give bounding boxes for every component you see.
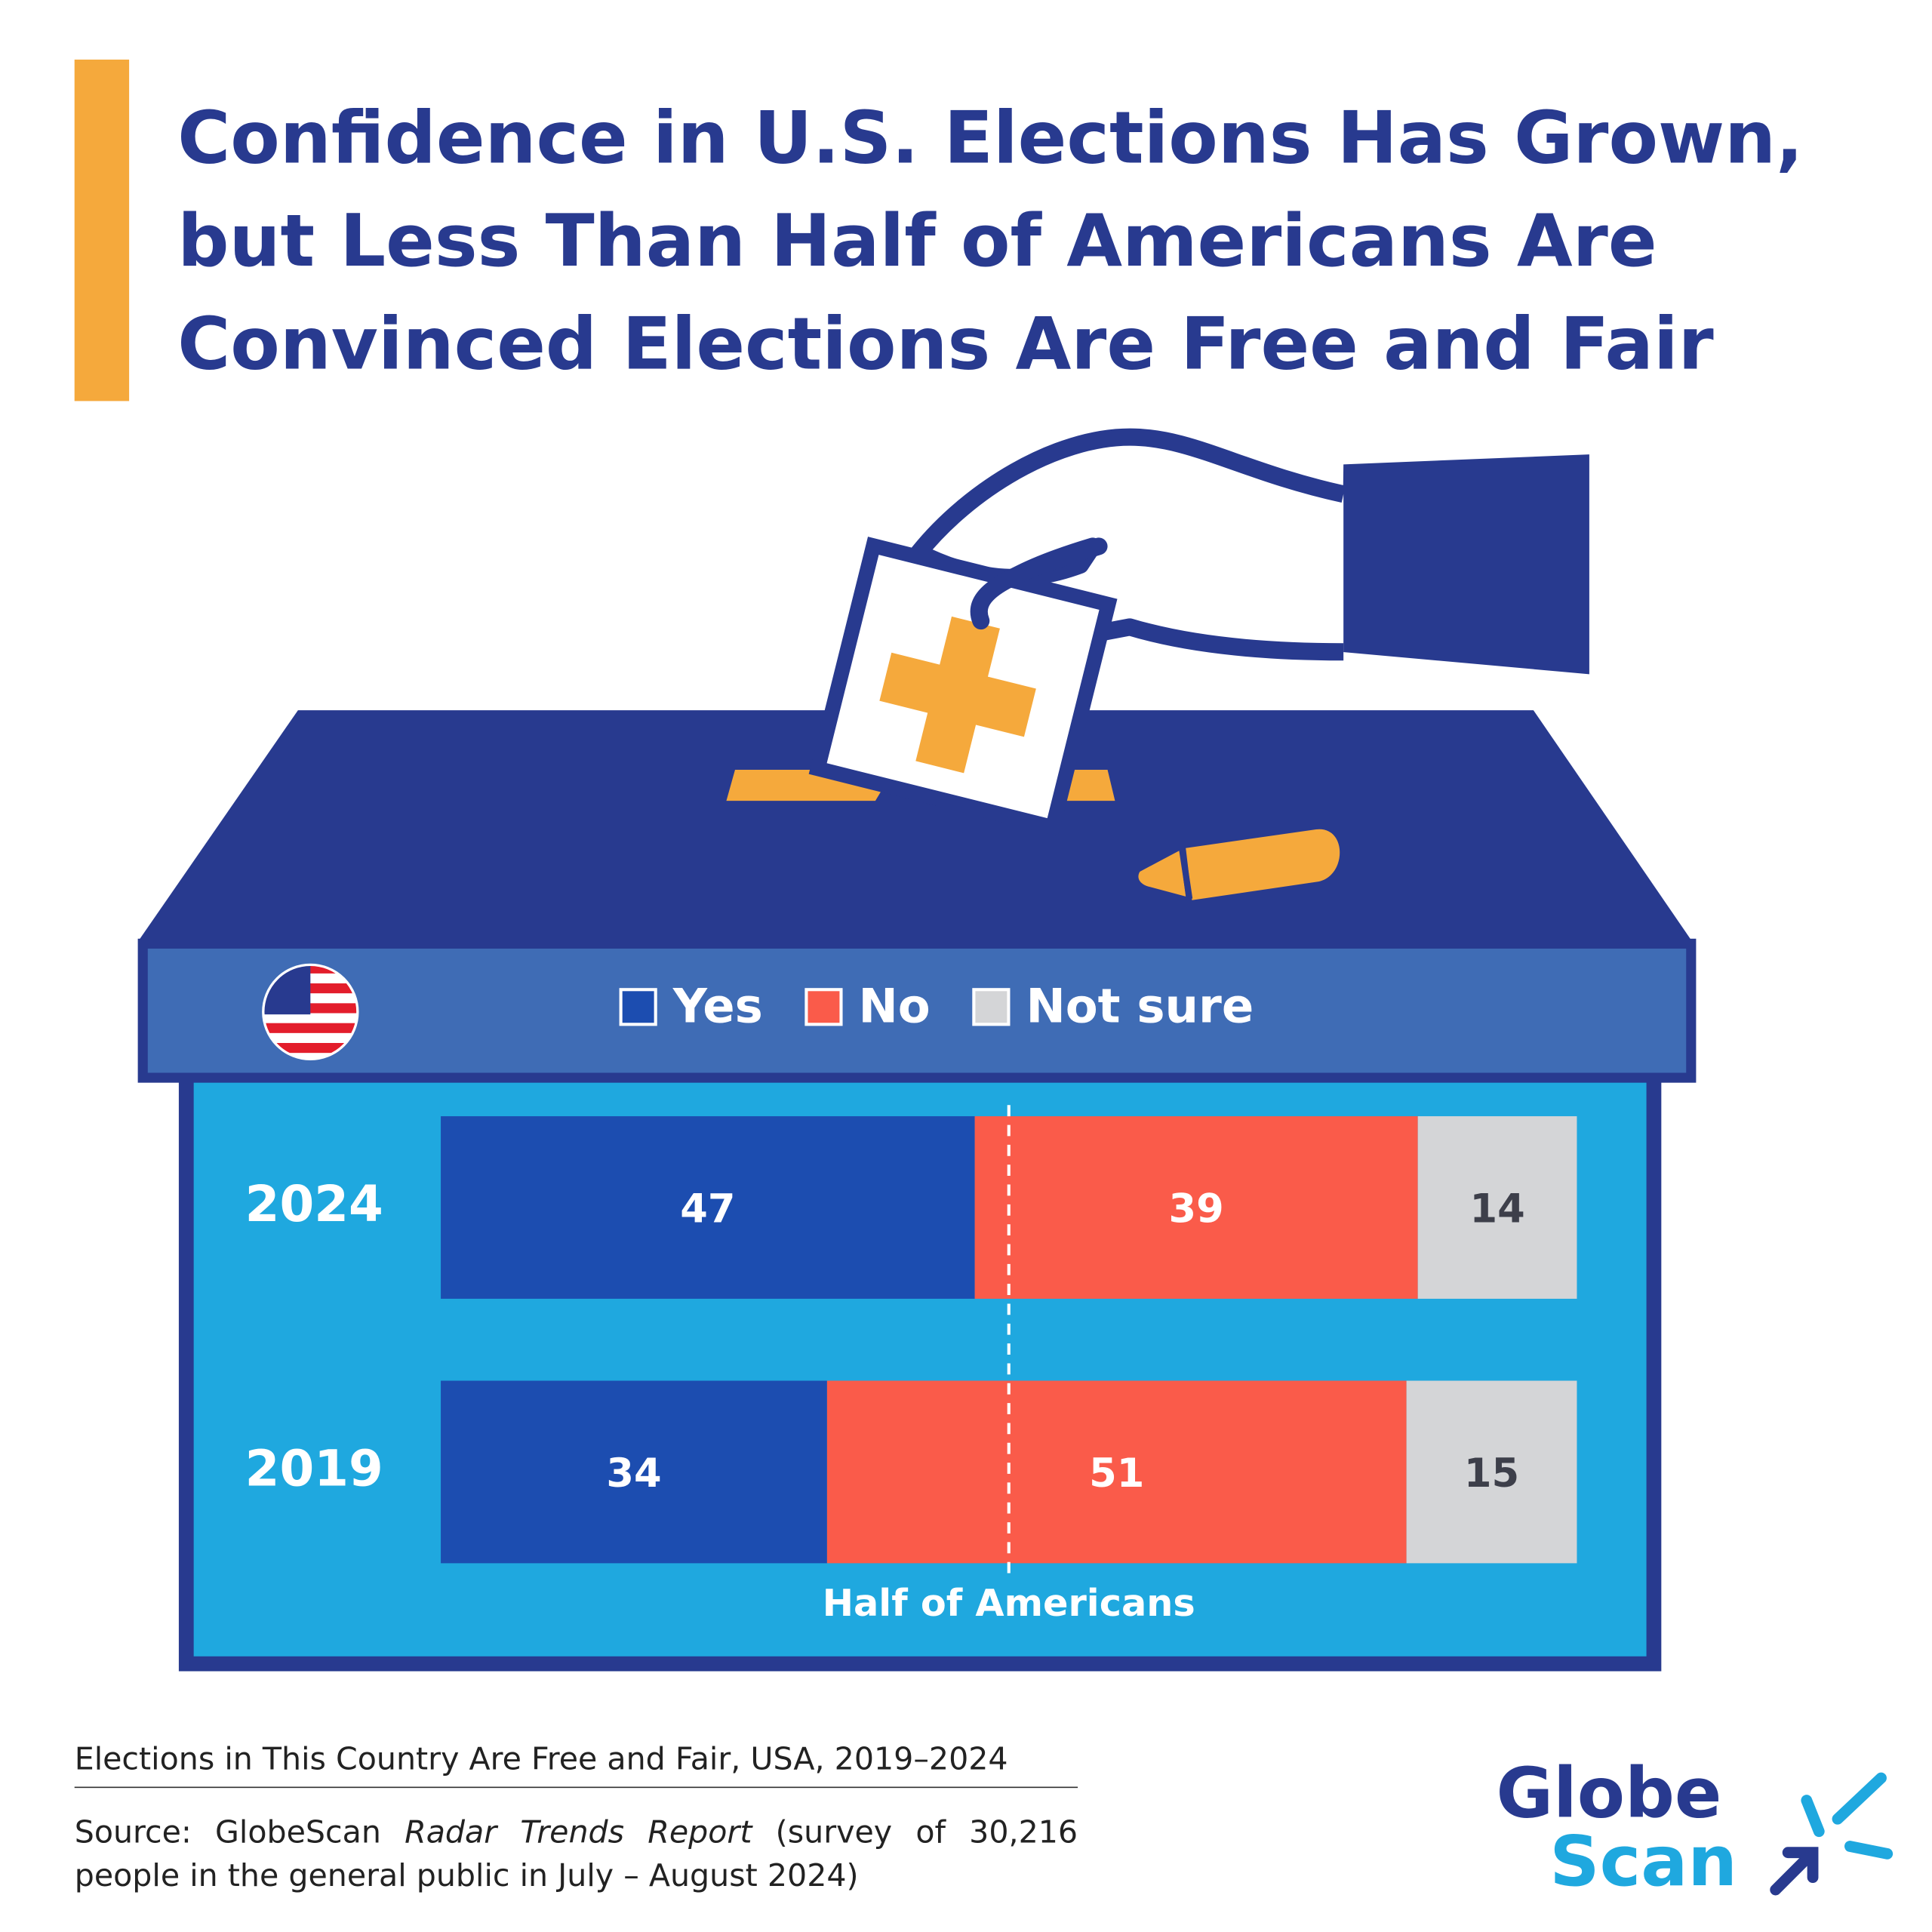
category-label: 2024 bbox=[245, 1175, 383, 1233]
source: Source: GlobeScan Radar Trends Report (s… bbox=[75, 1810, 1078, 1897]
bar-segment bbox=[826, 1380, 1407, 1564]
thumb bbox=[970, 537, 1108, 630]
legend-label: Not sure bbox=[1026, 979, 1254, 1034]
bar-segment bbox=[974, 1116, 1418, 1299]
data-label: 34 bbox=[606, 1451, 661, 1497]
pencil bbox=[1138, 829, 1340, 900]
data-label: 15 bbox=[1464, 1451, 1519, 1497]
logo-mark bbox=[1770, 1772, 1894, 1896]
chart-title: Confidence in U.S. Elections Has Grown, … bbox=[177, 95, 1804, 386]
ballot bbox=[808, 537, 1118, 837]
title-accent bbox=[74, 59, 130, 401]
sleeve bbox=[1340, 454, 1589, 675]
bar-segment bbox=[1417, 1116, 1577, 1299]
legend-swatch bbox=[804, 988, 843, 1026]
legend-swatch bbox=[972, 988, 1011, 1026]
legend-swatch bbox=[619, 988, 657, 1026]
data-label: 51 bbox=[1089, 1451, 1144, 1497]
plot: 2024 47 39 14 2019 34 51 15 Half of Americans Yes… bbox=[245, 979, 1577, 1625]
bar-segment bbox=[441, 1116, 975, 1299]
slot bbox=[1061, 770, 1115, 801]
data-label: 39 bbox=[1169, 1186, 1224, 1232]
legend-band bbox=[137, 938, 1697, 1083]
logo-text: Scan bbox=[1549, 1820, 1737, 1902]
source-text: (survey of 30,216 people in the general … bbox=[74, 1814, 1078, 1894]
source-report: Radar Trends Report bbox=[405, 1814, 752, 1850]
legend-label: Yes bbox=[672, 979, 763, 1034]
data-label: 47 bbox=[680, 1186, 735, 1232]
caption: Elections in This Country Are Free and F… bbox=[74, 1741, 1078, 1789]
bar-segment bbox=[1406, 1380, 1577, 1564]
legend-label: No bbox=[859, 979, 931, 1034]
category-label: 2019 bbox=[245, 1439, 383, 1497]
data-label: 14 bbox=[1469, 1186, 1524, 1232]
source-text: Source: GlobeScan bbox=[74, 1814, 381, 1850]
reference-label: Half of Americans bbox=[823, 1581, 1195, 1625]
bar-segment bbox=[441, 1380, 827, 1564]
logo-text: Globe bbox=[1497, 1752, 1722, 1834]
